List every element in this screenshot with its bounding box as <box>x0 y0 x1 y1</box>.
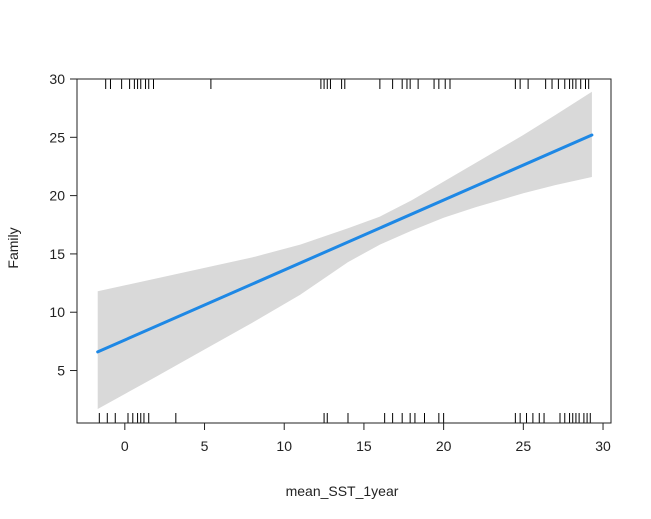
y-axis-title: Family <box>5 227 21 268</box>
x-axis-title: mean_SST_1year <box>286 483 399 499</box>
x-tick-label: 10 <box>276 438 292 454</box>
plot-frame <box>76 78 612 424</box>
y-tick-label: 25 <box>49 129 65 145</box>
x-tick-label: 20 <box>436 438 452 454</box>
x-tick-label: 30 <box>595 438 611 454</box>
confidence-band-layer <box>97 91 592 410</box>
x-tick-label: 15 <box>356 438 372 454</box>
confidence-band <box>97 91 592 410</box>
y-tick-label: 10 <box>49 304 65 320</box>
x-tick-label: 25 <box>516 438 532 454</box>
axes-layer: 0 5 10 15 20 25 30 5 10 15 20 25 30 <box>49 71 612 454</box>
rug-layer <box>98 79 591 423</box>
y-tick-label: 20 <box>49 188 65 204</box>
fit-line <box>96 133 594 354</box>
x-tick-label: 0 <box>121 438 129 454</box>
y-tick-label: 5 <box>57 363 65 379</box>
x-tick-label: 5 <box>201 438 209 454</box>
y-tick-label: 30 <box>49 71 65 87</box>
fit-line-layer <box>96 133 594 354</box>
y-tick-label: 15 <box>49 246 65 262</box>
